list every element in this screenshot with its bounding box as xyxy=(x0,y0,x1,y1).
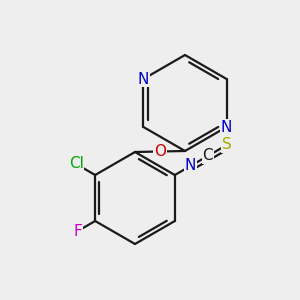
Text: C: C xyxy=(202,148,213,164)
Text: F: F xyxy=(74,224,82,238)
Text: N: N xyxy=(221,119,232,134)
Text: O: O xyxy=(154,144,166,159)
Text: N: N xyxy=(138,71,149,86)
Text: N: N xyxy=(185,158,196,173)
Text: S: S xyxy=(222,137,232,152)
Text: Cl: Cl xyxy=(69,157,83,172)
